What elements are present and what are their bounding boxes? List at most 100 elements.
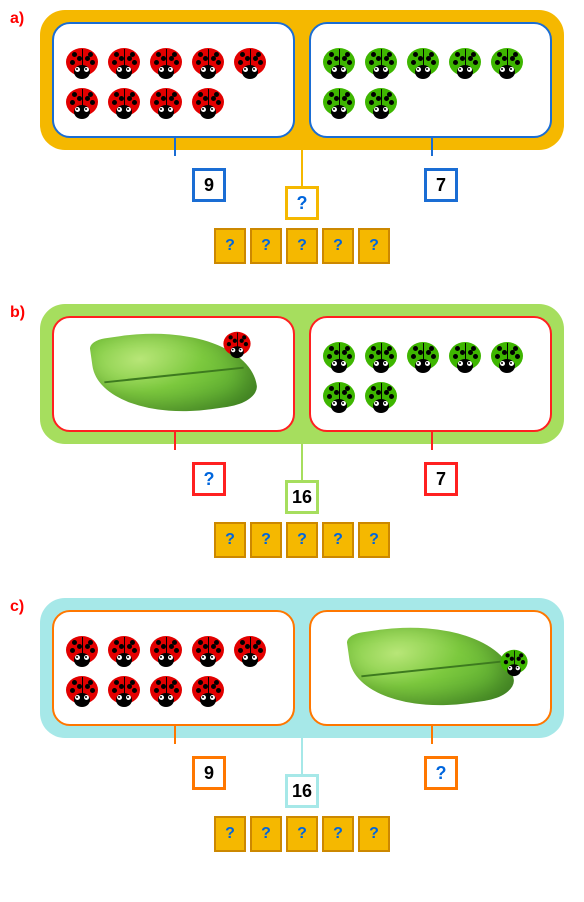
problem-b: b) [10,304,574,558]
ladybug-icon [104,628,144,668]
answer-cell: ? [250,816,282,852]
answer-cell: ? [358,228,390,264]
right-panel [309,610,552,726]
answer-cell-value: ? [297,531,307,549]
bug-row [62,628,285,668]
ladybug-icon [146,80,186,120]
ladybug-icon [361,334,401,374]
answer-cell-value: ? [333,237,343,255]
outer-box: ?716 [40,304,564,444]
answer-cell: ? [250,522,282,558]
answer-cell-value: ? [369,237,379,255]
ladybug-icon [361,80,401,120]
ladybug-icon [146,40,186,80]
answer-row: ????? [40,522,564,558]
answer-cell-value: ? [225,531,235,549]
left-value-box: 9 [192,756,226,790]
right-value: 7 [436,175,446,196]
ladybug-icon [319,40,359,80]
right-panel [309,316,552,432]
ladybug-icon [230,40,270,80]
ladybug-icon [319,334,359,374]
problem-label: a) [10,10,24,28]
ladybug-icon [319,80,359,120]
right-value-box: 7 [424,462,458,496]
answer-cell-value: ? [369,531,379,549]
answer-cell-value: ? [261,825,271,843]
answer-cell-value: ? [225,825,235,843]
bug-row [62,80,285,120]
left-panel [52,22,295,138]
right-value-box: ? [424,756,458,790]
answer-cell-value: ? [369,825,379,843]
left-panel [52,610,295,726]
answer-cell: ? [286,522,318,558]
bug-row [319,80,542,120]
right-value: 7 [436,469,446,490]
left-value: ? [204,469,215,490]
center-value: 16 [292,487,312,508]
leaf-icon [319,620,542,716]
bug-row [319,374,542,414]
problem-a: a) [10,10,574,264]
answer-cell: ? [214,816,246,852]
ladybug-icon [146,628,186,668]
answer-cell: ? [214,522,246,558]
ladybug-icon [104,668,144,708]
ladybug-icon [319,374,359,414]
center-value: 16 [292,781,312,802]
answer-cell: ? [358,816,390,852]
left-value-box: ? [192,462,226,496]
right-value: ? [436,763,447,784]
center-value-box: 16 [285,774,319,808]
answer-cell-value: ? [333,531,343,549]
answer-row: ????? [40,816,564,852]
answer-cell: ? [358,522,390,558]
answer-cell-value: ? [297,237,307,255]
problem-label: b) [10,304,25,322]
ladybug-icon [445,40,485,80]
ladybug-icon [220,325,254,359]
ladybug-icon [403,40,443,80]
ladybug-icon [188,40,228,80]
answer-cell: ? [214,228,246,264]
left-value-box: 9 [192,168,226,202]
center-value: ? [297,193,308,214]
ladybug-icon [146,668,186,708]
ladybug-icon [497,643,531,677]
answer-cell: ? [322,522,354,558]
ladybug-icon [230,628,270,668]
outer-box: 97? [40,10,564,150]
left-value: 9 [204,175,214,196]
ladybug-icon [361,374,401,414]
answer-cell: ? [250,228,282,264]
ladybug-icon [188,628,228,668]
center-value-box: ? [285,186,319,220]
ladybug-icon [361,40,401,80]
ladybug-icon [487,334,527,374]
ladybug-icon [62,668,102,708]
left-value: 9 [204,763,214,784]
ladybug-icon [104,80,144,120]
answer-cell: ? [322,228,354,264]
ladybug-icon [188,668,228,708]
ladybug-icon [487,40,527,80]
answer-cell: ? [286,228,318,264]
answer-cell: ? [322,816,354,852]
answer-cell-value: ? [261,531,271,549]
right-panel [309,22,552,138]
right-value-box: 7 [424,168,458,202]
answer-cell-value: ? [261,237,271,255]
bug-row [62,40,285,80]
outer-box: 9?16 [40,598,564,738]
leaf-icon [62,326,285,422]
ladybug-icon [62,80,102,120]
left-panel [52,316,295,432]
answer-cell: ? [286,816,318,852]
ladybug-icon [104,40,144,80]
bug-row [319,40,542,80]
ladybug-icon [403,334,443,374]
problem-label: c) [10,598,24,616]
problem-c: c) [10,598,574,852]
answer-cell-value: ? [297,825,307,843]
